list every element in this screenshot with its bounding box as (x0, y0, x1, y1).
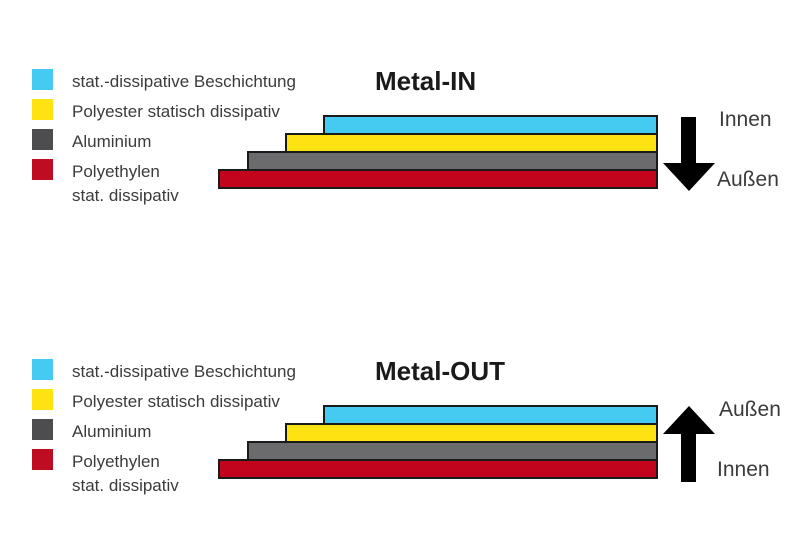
gray-swatch-icon (32, 419, 53, 440)
metal-out-title: Metal-OUT (375, 356, 505, 386)
legend-metal-in: stat.-dissipative Beschichtung Polyester… (32, 69, 296, 213)
metal-in-title: Metal-IN (375, 66, 477, 96)
direction-label-top: Innen (719, 108, 772, 131)
metal-in-layer-stack (0, 0, 800, 240)
direction-label-bottom: Außen (717, 168, 779, 191)
layer-coating (323, 115, 658, 135)
legend-label-line2: stat. dissipativ (72, 186, 179, 205)
layer-polyester (285, 133, 658, 153)
legend-item-polyester: Polyester statisch dissipativ (32, 389, 296, 414)
direction-label-bottom: Innen (717, 458, 770, 481)
metal-out-layer-stack (0, 290, 800, 530)
metal-out-section: Metal-OUT stat.-dissipative Beschichtung… (0, 290, 800, 530)
legend-label-line1: Polyethylen (72, 162, 160, 181)
legend-label: Polyethylen stat. dissipativ (72, 450, 179, 498)
legend-label: Aluminium (72, 422, 152, 441)
legend-label: Polyester statisch dissipativ (72, 102, 280, 121)
legend-label-line1: Polyethylen (72, 452, 160, 471)
layer-coating (323, 405, 658, 425)
legend-label: stat.-dissipative Beschichtung (72, 72, 296, 91)
gray-swatch-icon (32, 129, 53, 150)
legend-item-aluminium: Aluminium (32, 129, 296, 154)
legend-metal-out: stat.-dissipative Beschichtung Polyester… (32, 359, 296, 503)
legend-item-coating: stat.-dissipative Beschichtung (32, 69, 296, 94)
layer-polyethylen (218, 169, 658, 189)
layer-aluminium (247, 441, 658, 461)
red-swatch-icon (32, 449, 53, 470)
arrow-head (663, 406, 715, 434)
legend-label: Polyethylen stat. dissipativ (72, 160, 179, 208)
yellow-swatch-icon (32, 389, 53, 410)
red-swatch-icon (32, 159, 53, 180)
legend-label: stat.-dissipative Beschichtung (72, 362, 296, 381)
legend-item-polyethylen: Polyethylen stat. dissipativ (32, 159, 296, 208)
arrow-shaft (681, 433, 696, 482)
direction-label-top: Außen (719, 398, 781, 421)
arrow-head (663, 163, 715, 191)
legend-item-polyethylen: Polyethylen stat. dissipativ (32, 449, 296, 498)
layer-aluminium (247, 151, 658, 171)
arrow-down-icon (663, 117, 715, 191)
legend-item-coating: stat.-dissipative Beschichtung (32, 359, 296, 384)
layer-polyethylen (218, 459, 658, 479)
legend-label: Aluminium (72, 132, 152, 151)
yellow-swatch-icon (32, 99, 53, 120)
metal-in-section: Metal-IN stat.-dissipative Beschichtung … (0, 0, 800, 240)
legend-label: Polyester statisch dissipativ (72, 392, 280, 411)
legend-item-polyester: Polyester statisch dissipativ (32, 99, 296, 124)
cyan-swatch-icon (32, 359, 53, 380)
cyan-swatch-icon (32, 69, 53, 90)
legend-label-line2: stat. dissipativ (72, 476, 179, 495)
layer-polyester (285, 423, 658, 443)
arrow-shaft (681, 117, 696, 164)
arrow-up-icon (663, 406, 715, 482)
legend-item-aluminium: Aluminium (32, 419, 296, 444)
